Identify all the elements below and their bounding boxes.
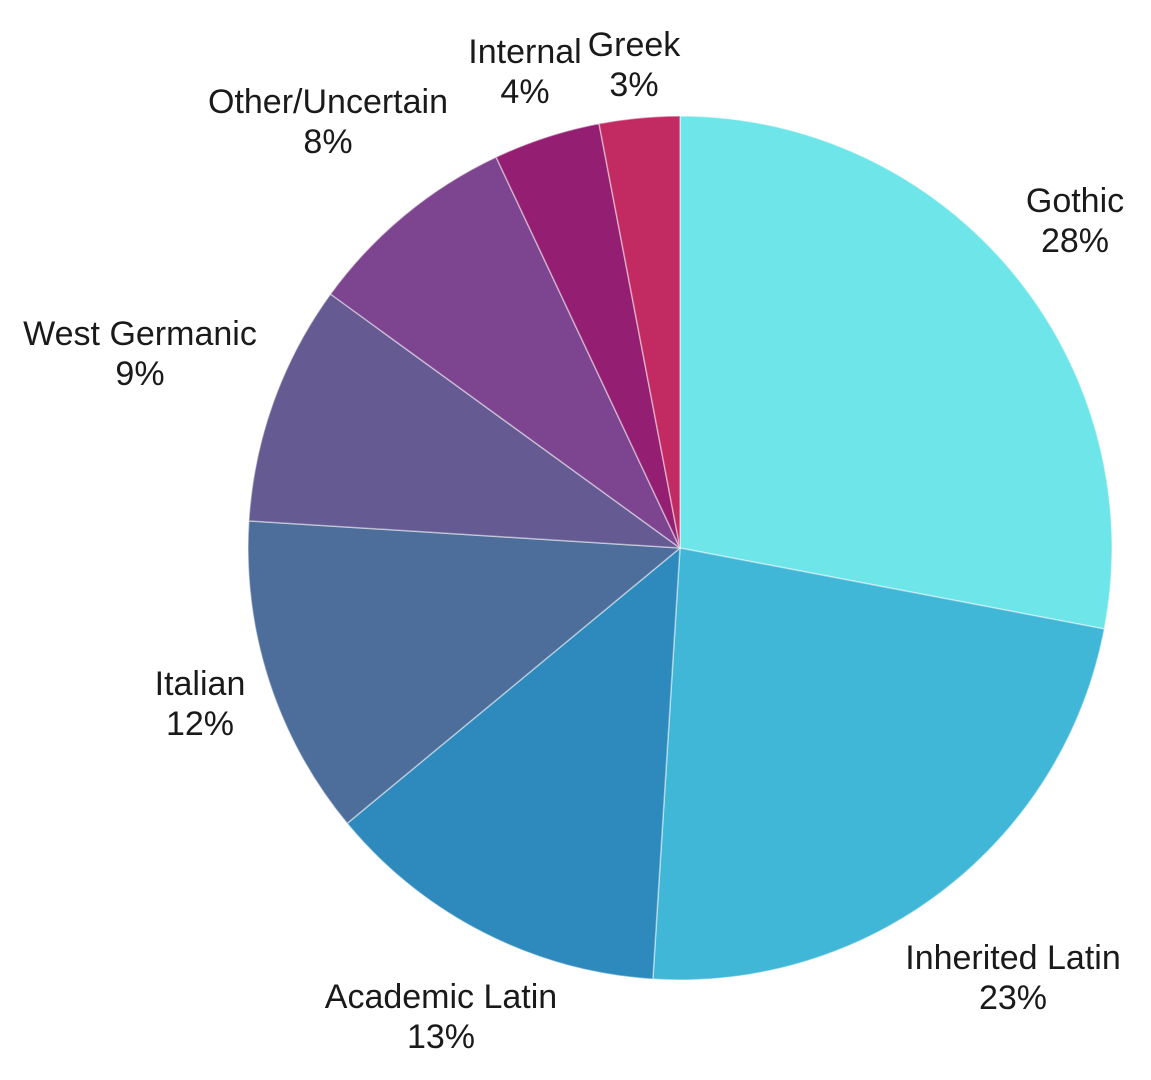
pie-slice-west-germanic xyxy=(248,293,681,549)
pie-slice-other-uncertain xyxy=(329,156,681,549)
pie-slice-italian xyxy=(247,520,681,825)
pie-slice-inherited-latin xyxy=(652,547,1106,981)
pie-slice-greek xyxy=(598,115,681,549)
pie-slice-academic-latin xyxy=(346,547,681,980)
pie-slice-internal xyxy=(495,122,681,549)
pie-slice-gothic xyxy=(679,115,1113,630)
